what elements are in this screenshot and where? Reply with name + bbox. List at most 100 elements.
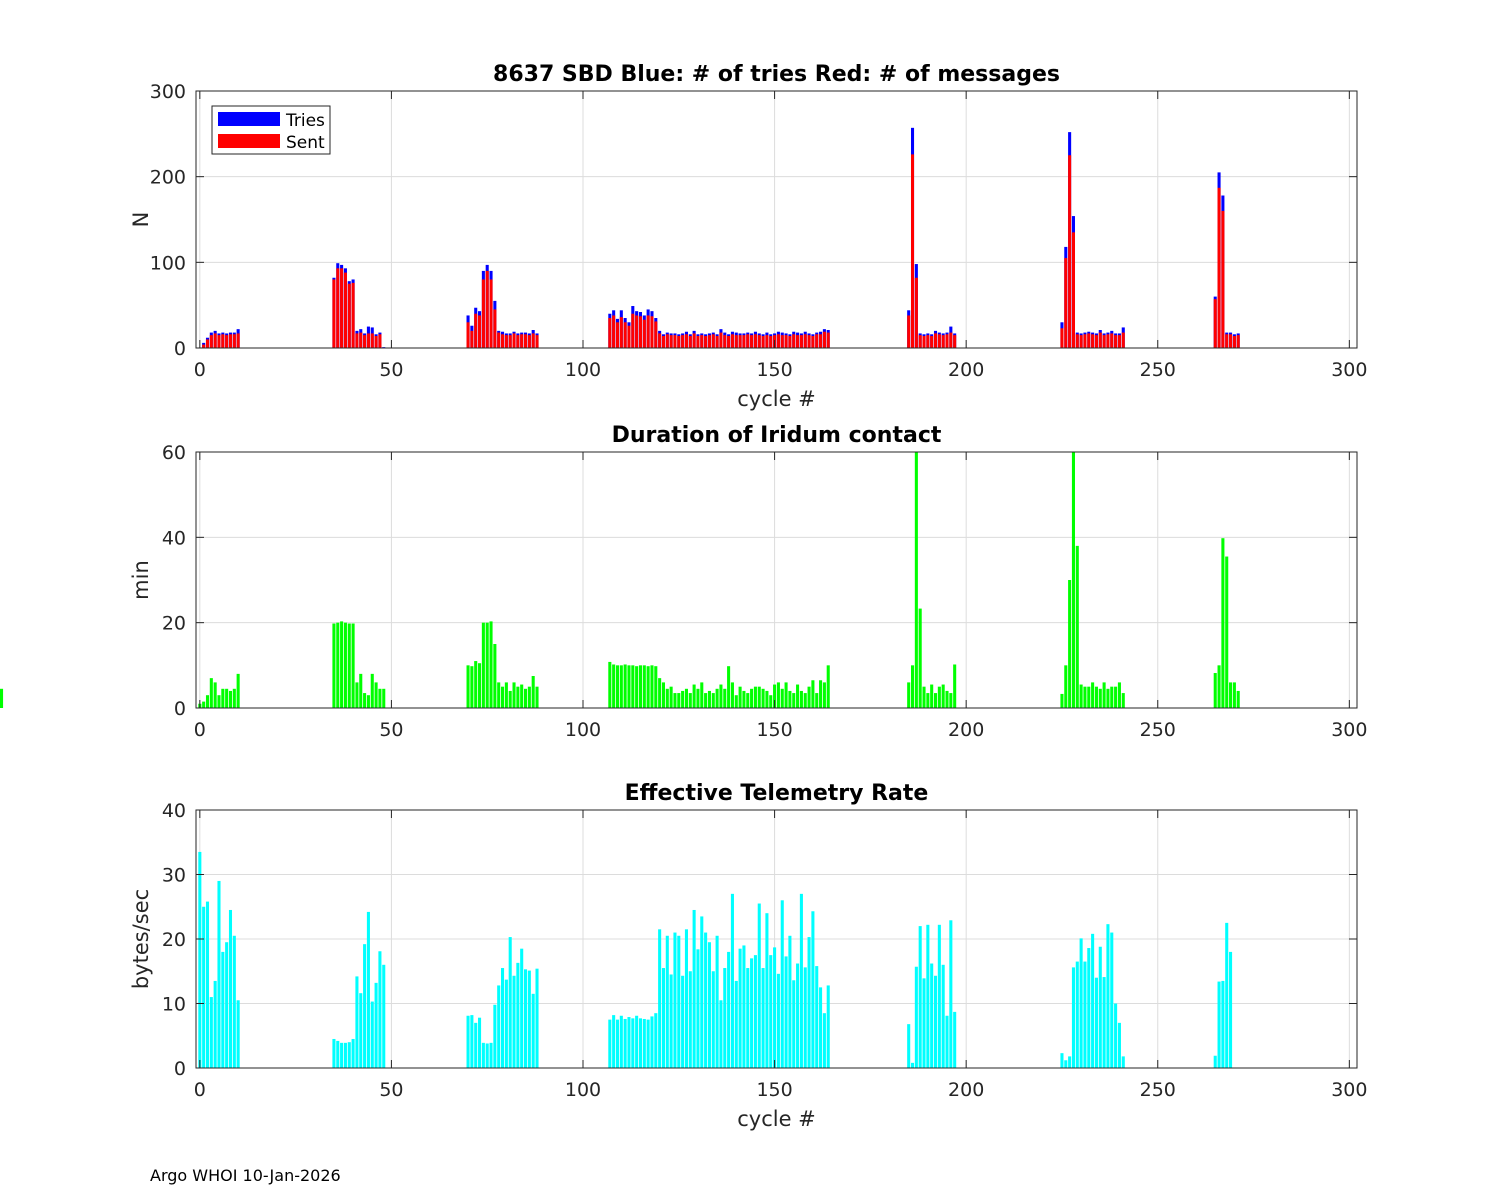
bar: [623, 1018, 627, 1068]
bar: [819, 680, 823, 708]
bar: [205, 695, 210, 708]
bar-sent: [1110, 333, 1114, 348]
bar: [627, 665, 631, 708]
x-tick-label: 50: [379, 1079, 403, 1101]
bar: [527, 970, 531, 1068]
bar-sent: [646, 315, 650, 348]
bar-sent: [340, 268, 344, 348]
bar-sent: [378, 334, 382, 348]
bar: [937, 924, 941, 1068]
x-tick-label: 100: [565, 1079, 601, 1101]
bar-sent: [769, 336, 773, 348]
bar-sent: [803, 334, 807, 348]
bar: [619, 665, 623, 708]
bar: [1083, 961, 1087, 1068]
bar: [646, 666, 650, 708]
bar-sent: [1217, 187, 1221, 348]
bar-sent: [236, 333, 240, 348]
x-tick-label: 0: [194, 359, 206, 381]
bar-sent: [719, 332, 723, 348]
bar: [769, 955, 773, 1068]
bar: [953, 664, 957, 708]
x-tick-label: 150: [756, 359, 792, 381]
y-tick-label: 20: [162, 929, 186, 951]
bar: [535, 968, 539, 1068]
bar: [520, 684, 524, 708]
bar: [715, 935, 719, 1068]
bar: [228, 909, 233, 1068]
x-tick-label: 250: [1140, 719, 1176, 741]
bar: [363, 944, 367, 1068]
bar-sent: [673, 335, 677, 348]
bar-sent: [753, 334, 757, 348]
legend-swatch-tries: [218, 112, 280, 126]
panel-2: 0 50 100 150 200 250 300 0 20 40 60 Duration of Iri…: [0, 423, 1367, 741]
bar: [232, 688, 236, 708]
bar: [1110, 932, 1114, 1068]
bar: [799, 893, 803, 1068]
bar: [669, 974, 673, 1068]
bar: [612, 1015, 616, 1068]
bar: [523, 688, 528, 708]
bar-sent: [1094, 335, 1098, 348]
bar-sent: [332, 279, 336, 348]
bar: [918, 926, 922, 1068]
bar-sent: [734, 335, 738, 348]
bar: [677, 693, 681, 708]
bar: [232, 935, 236, 1068]
bar-sent: [677, 336, 681, 348]
bar: [332, 1038, 336, 1068]
bar-sent: [520, 334, 524, 348]
bar: [481, 622, 485, 708]
bar: [661, 968, 665, 1068]
bar: [907, 682, 911, 708]
bar: [719, 1000, 723, 1068]
bar: [493, 644, 497, 708]
bar: [474, 1022, 478, 1068]
bar: [1102, 682, 1106, 708]
bar-sent: [631, 313, 635, 348]
bar-sent: [336, 268, 340, 348]
bar-sent: [202, 344, 206, 348]
bar: [673, 932, 677, 1068]
bar: [627, 1017, 631, 1068]
x-tick-label: 250: [1140, 1079, 1176, 1101]
bar: [619, 1015, 623, 1068]
bar: [907, 1024, 911, 1068]
bar-sent: [1091, 334, 1095, 348]
bar: [730, 682, 734, 708]
bar-sent: [1229, 334, 1233, 348]
bar: [217, 695, 221, 708]
bar: [470, 666, 474, 708]
bar: [650, 1016, 654, 1068]
bar-sent: [799, 335, 803, 348]
bar: [209, 678, 213, 708]
bar: [937, 686, 941, 708]
y-tick-label: 60: [162, 442, 186, 464]
bar: [930, 684, 934, 708]
bar-sent: [363, 335, 367, 348]
bar: [1087, 948, 1091, 1068]
bar: [0, 688, 4, 708]
bar: [792, 693, 796, 708]
bar-sent: [715, 336, 719, 348]
bar: [945, 1015, 949, 1068]
bar: [700, 682, 704, 708]
bar: [1236, 690, 1240, 708]
bar-sent: [707, 335, 711, 348]
bar: [826, 985, 830, 1068]
bar-sent: [1064, 258, 1068, 348]
bar-sent: [696, 336, 700, 348]
bar: [918, 608, 922, 708]
bar: [370, 1001, 374, 1068]
bar: [677, 935, 681, 1068]
bar: [213, 682, 217, 708]
bar: [796, 963, 800, 1068]
y-tick-label: 100: [150, 252, 186, 274]
bar: [474, 661, 478, 708]
footer-text: Argo WHOI 10-Jan-2026: [150, 1166, 341, 1185]
bar-sent: [796, 335, 800, 348]
bar-sent: [1102, 335, 1106, 348]
bar-sent: [466, 322, 470, 348]
bar: [512, 975, 516, 1068]
